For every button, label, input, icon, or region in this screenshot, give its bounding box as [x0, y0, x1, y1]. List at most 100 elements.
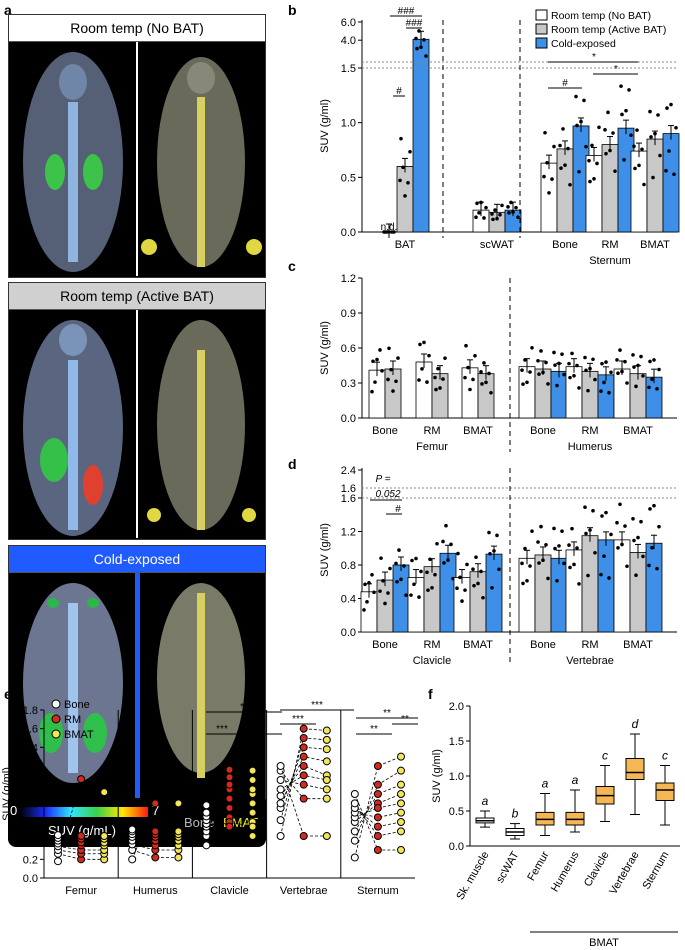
- scan-image-cold: [9, 573, 265, 798]
- data-point: [495, 216, 499, 221]
- paired-line: [206, 816, 253, 823]
- point-bmat: [397, 766, 405, 775]
- scan-title-active-bat: Room temp (Active BAT): [9, 283, 265, 310]
- sig-annotation: **: [240, 702, 248, 713]
- data-point: [634, 573, 638, 578]
- bar: [518, 557, 536, 633]
- data-point: [635, 128, 639, 132]
- data-point: [634, 384, 638, 389]
- data-point: [627, 88, 631, 92]
- point-rm: [77, 832, 86, 840]
- data-point: [602, 554, 606, 559]
- point-rm: [299, 724, 308, 733]
- sig-annotation: ***: [292, 714, 304, 725]
- x-tick-label: BMAT: [623, 639, 653, 651]
- data-point: [424, 54, 428, 58]
- bar: [601, 144, 619, 233]
- data-point: [363, 582, 367, 587]
- data-point: [647, 385, 651, 390]
- data-point: [419, 569, 423, 574]
- paired-line: [57, 845, 105, 851]
- data-point: [652, 358, 656, 362]
- data-point: [611, 131, 615, 135]
- legend-label: Room temp (No BAT): [551, 10, 651, 22]
- site-label: Femur: [65, 885, 97, 897]
- bar: [556, 148, 574, 233]
- data-point: [669, 102, 673, 107]
- data-point: [557, 544, 561, 548]
- point-rm: [373, 832, 382, 840]
- data-point: [542, 174, 546, 179]
- data-point: [474, 555, 478, 559]
- y-tick-label: 0.0: [449, 841, 464, 853]
- data-point: [394, 379, 398, 384]
- point-rm: [225, 765, 234, 774]
- point-rm: [373, 822, 382, 831]
- bar: [597, 374, 615, 419]
- category-label: Sternum: [640, 850, 671, 892]
- data-point: [553, 363, 557, 367]
- sig-annotation: **: [370, 724, 378, 735]
- scan-panel-no-bat: Room temp (No BAT): [8, 14, 266, 278]
- data-point: [619, 84, 623, 88]
- y-tick-label: 0.5: [341, 172, 356, 184]
- data-point: [475, 201, 479, 206]
- data-point: [419, 45, 423, 50]
- data-point: [618, 502, 622, 507]
- paired-line: [132, 833, 179, 838]
- point-bmat: [322, 832, 331, 840]
- x-tick-label: RM: [601, 239, 618, 251]
- group-letter: a: [572, 773, 579, 787]
- category-label: Femur: [525, 849, 551, 883]
- colorbar-box: 0 7 SUV (g/mL) Bone BMAT: [8, 799, 266, 847]
- data-point: [521, 581, 525, 586]
- y-tick-label: 1.5: [449, 736, 464, 748]
- data-point: [456, 551, 460, 556]
- data-point: [557, 361, 561, 366]
- y-tick-label: 0.0: [341, 627, 356, 639]
- data-point: [584, 144, 588, 149]
- data-point: [399, 577, 403, 582]
- bar: [396, 165, 414, 233]
- paired-line: [206, 816, 253, 828]
- data-point: [640, 147, 644, 152]
- data-point: [552, 350, 556, 355]
- data-point: [568, 565, 572, 570]
- point-bone: [276, 816, 285, 825]
- p-value-number: 0.052: [375, 489, 400, 500]
- data-point: [562, 561, 566, 566]
- scan-panel-active-bat: Room temp (Active BAT): [8, 282, 266, 540]
- point-rm: [299, 752, 308, 761]
- data-point: [609, 370, 613, 375]
- point-bone: [202, 841, 211, 850]
- scan-title-cold: Cold-exposed: [9, 546, 265, 573]
- point-bone: [276, 785, 285, 794]
- group-caption-humerus: Humerus: [568, 441, 613, 453]
- point-bone: [350, 790, 359, 798]
- data-point: [394, 561, 398, 566]
- chart-e: [40, 699, 418, 879]
- data-point: [408, 149, 412, 154]
- point-rm: [373, 813, 382, 822]
- paired-line: [280, 728, 327, 837]
- data-point: [436, 366, 440, 371]
- data-point: [648, 507, 652, 511]
- data-point: [409, 593, 413, 597]
- data-point: [561, 127, 565, 131]
- data-point: [575, 546, 579, 550]
- data-point: [562, 372, 566, 377]
- point-rm: [225, 804, 234, 812]
- data-point: [398, 178, 402, 183]
- data-point: [593, 550, 597, 555]
- point-rm: [299, 794, 308, 803]
- point-rm: [299, 762, 308, 770]
- data-point: [379, 556, 383, 560]
- data-point: [575, 123, 579, 128]
- data-point: [572, 373, 576, 378]
- x-tick-label: BMAT: [463, 639, 493, 651]
- data-point: [463, 588, 467, 592]
- data-point: [560, 352, 564, 356]
- scan-panel-cold: Cold-exposed: [8, 545, 266, 800]
- point-bmat: [322, 785, 331, 794]
- data-point: [477, 211, 481, 215]
